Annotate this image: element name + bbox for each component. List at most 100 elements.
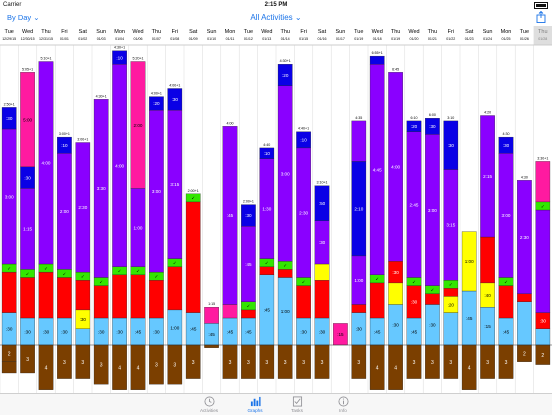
bar-segment — [443, 120, 459, 170]
segment-value-label: 1:00 — [281, 309, 290, 314]
day-total-label: 4:30+1 — [96, 94, 107, 98]
day-of-week-label: Fri — [61, 29, 67, 35]
range-selector[interactable]: By Day ⌄ — [7, 13, 40, 22]
segment-value-label: 3:15 — [170, 182, 179, 187]
segment-value-label: ✓ — [412, 279, 416, 284]
segment-value-label: ✓ — [430, 287, 434, 292]
segment-value-label: :10 — [300, 138, 307, 143]
bar-segment — [38, 271, 54, 319]
date-label: 01/18 — [373, 37, 382, 41]
segment-value-label: 3 — [505, 360, 508, 366]
segment-value-label: 4:00 — [42, 161, 51, 166]
date-label: 01/21 — [428, 37, 437, 41]
segment-value-label: :10 — [61, 143, 68, 148]
segment-value-label: 4:00 — [391, 165, 400, 170]
segment-value-label: :15 — [337, 332, 344, 337]
date-label: 01/19 — [354, 37, 363, 41]
day-total-label: 3:30+1 — [537, 156, 548, 160]
date-label: 01/22 — [446, 37, 455, 41]
segment-value-label: 2 — [541, 353, 544, 359]
segment-value-label: ✓ — [136, 269, 140, 274]
tab-activities[interactable]: Activities — [189, 396, 229, 413]
segment-value-label: 4 — [118, 365, 121, 371]
date-label: 01/24 — [483, 37, 492, 41]
segment-value-label: 2:00 — [134, 123, 143, 128]
tab-info[interactable]: Info — [323, 396, 363, 413]
segment-value-label: 4 — [45, 365, 48, 371]
segment-value-label: 2:30 — [520, 235, 529, 240]
bar-segment — [296, 285, 311, 319]
bar-segment — [277, 64, 293, 86]
date-label: 01/06 — [134, 37, 143, 41]
tab-info-label: Info — [339, 408, 347, 413]
bar-segment — [1, 107, 17, 130]
segment-value-label: 3 — [321, 360, 324, 366]
day-of-week-label: Sun — [336, 29, 346, 35]
day-total-label: 4:00+1 — [169, 84, 180, 88]
segment-value-label: :30 — [80, 317, 87, 322]
date-label: 01/13 — [262, 37, 271, 41]
bar-segment — [314, 280, 330, 319]
day-of-week-label: Mon — [114, 29, 125, 35]
segment-value-label: 4 — [468, 365, 471, 371]
segment-value-label: 3:15 — [446, 223, 455, 228]
bar-segment — [406, 120, 422, 132]
bar-segment — [241, 204, 256, 227]
tab-activities-label: Activities — [199, 408, 219, 413]
segment-value-label: 3:00 — [428, 208, 437, 213]
segment-value-label: 1:30 — [262, 206, 271, 211]
tab-tasks[interactable]: Tasks — [277, 396, 317, 413]
activity-filter[interactable]: All Activities ⌄ — [0, 13, 552, 22]
segment-value-label: :30 — [429, 323, 436, 328]
bar-segment — [57, 277, 72, 319]
bar-segment — [443, 288, 459, 297]
day-total-label: 3:00+1 — [77, 138, 88, 142]
bar-segment — [369, 282, 385, 319]
segment-value-label: 2:15 — [483, 174, 492, 179]
day-of-week-label: Sun — [96, 29, 106, 35]
segment-value-label: :30 — [540, 319, 547, 324]
segment-value-label: 3:00 — [152, 189, 161, 194]
day-of-week-label: Thu — [391, 29, 400, 35]
segment-value-label: :30 — [153, 329, 160, 334]
day-of-week-label: Fri — [300, 29, 306, 35]
segment-value-label: :30 — [356, 327, 363, 332]
bar-segment — [185, 193, 201, 203]
segment-value-label: ✓ — [302, 279, 306, 284]
date-label: 01/25 — [502, 37, 511, 41]
date-label: 01/12 — [244, 37, 253, 41]
bar-segment — [277, 269, 293, 278]
segment-value-label: 3 — [26, 357, 29, 363]
segment-value-label: 3 — [302, 360, 305, 366]
date-label: 01/08 — [170, 37, 179, 41]
bar-segment — [461, 231, 477, 292]
segment-value-label: 1:15 — [23, 227, 32, 232]
selected-day-highlight — [533, 26, 552, 45]
bar-segment — [130, 274, 146, 319]
bar-segment — [443, 312, 459, 346]
bar-segment — [241, 309, 256, 319]
day-of-week-label: Wed — [22, 29, 33, 35]
date-label: 01/17 — [336, 37, 345, 41]
day-total-label: 6:00 — [429, 113, 436, 117]
segment-value-label: :20 — [153, 101, 160, 106]
share-icon[interactable] — [536, 11, 546, 23]
bar-segment — [480, 115, 495, 238]
bar-segment — [388, 72, 403, 262]
day-total-label: 1:15 — [208, 302, 215, 306]
bar-segment — [75, 142, 91, 273]
segment-value-label: ✓ — [191, 196, 195, 201]
bar-segment — [535, 209, 551, 313]
bar-segment — [259, 147, 275, 159]
segment-value-label: 3 — [173, 363, 176, 369]
segment-value-label: ✓ — [99, 279, 103, 284]
segment-value-label: 1:00 — [170, 325, 179, 330]
segment-value-label: :40 — [484, 293, 491, 298]
bar-segment — [112, 274, 127, 319]
tab-graphs[interactable]: Graphs — [235, 396, 275, 413]
segment-value-label: 2 — [8, 351, 11, 357]
segment-value-label: ✓ — [283, 263, 287, 268]
segment-value-label: :10 — [116, 55, 123, 60]
day-of-week-label: Sat — [318, 29, 327, 35]
date-label: 01/10 — [207, 37, 216, 41]
